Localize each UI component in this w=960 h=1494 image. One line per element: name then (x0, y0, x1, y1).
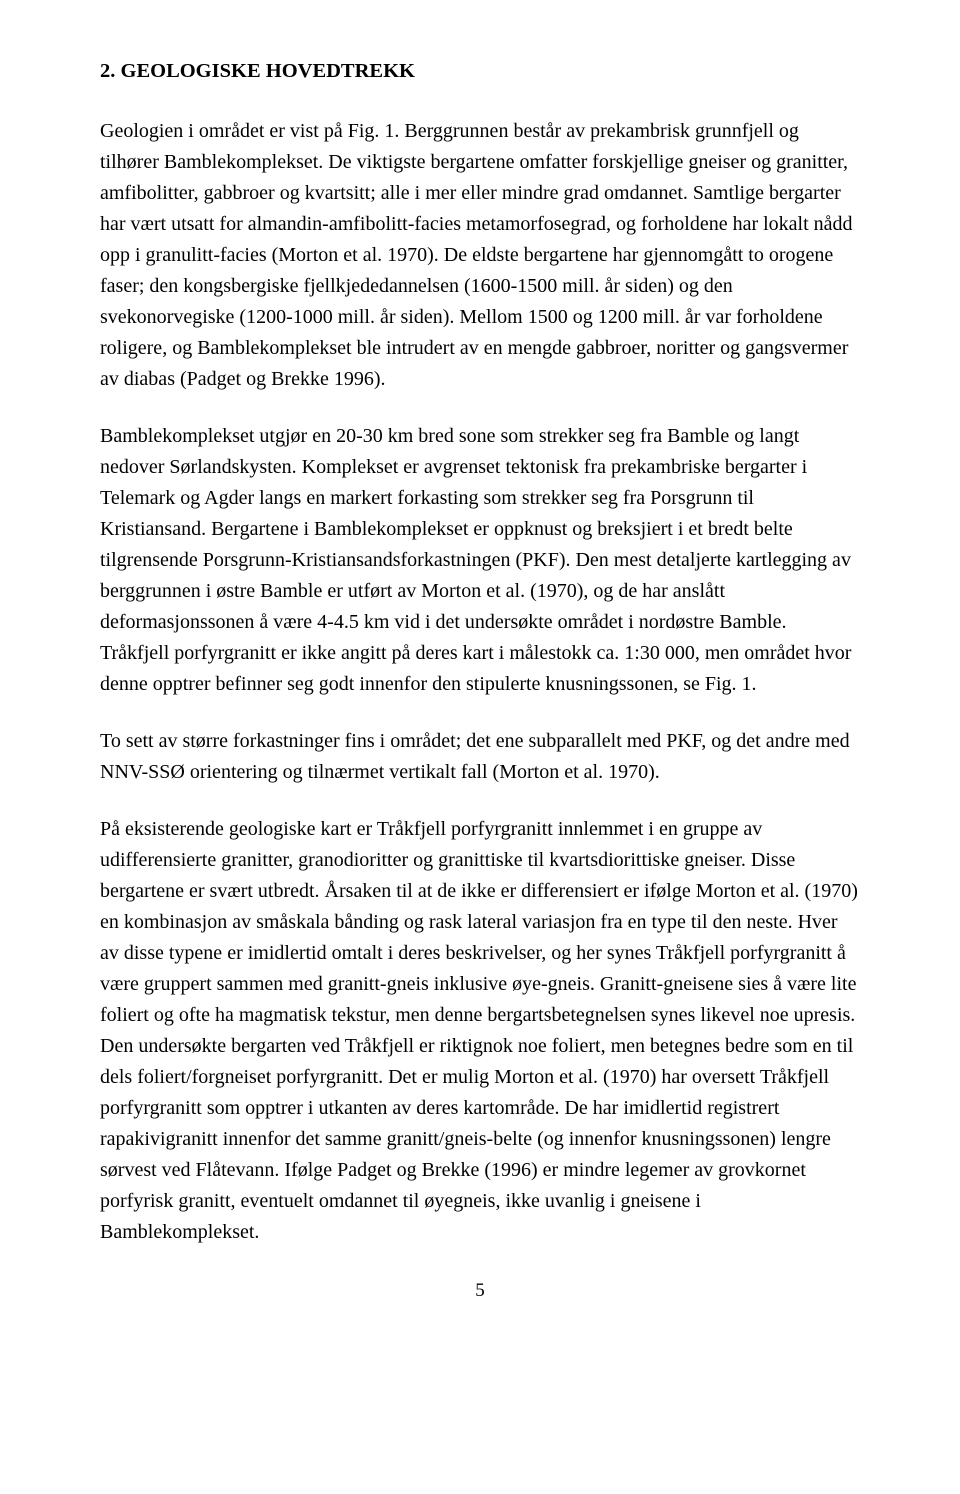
paragraph: Geologien i området er vist på Fig. 1. B… (100, 116, 860, 395)
paragraph: Bamblekomplekset utgjør en 20-30 km bred… (100, 421, 860, 700)
paragraph: På eksisterende geologiske kart er Tråkf… (100, 814, 860, 1248)
document-page: 2. GEOLOGISKE HOVEDTREKK Geologien i omr… (0, 0, 960, 1345)
section-heading: 2. GEOLOGISKE HOVEDTREKK (100, 56, 860, 88)
page-number: 5 (100, 1276, 860, 1305)
paragraph: To sett av større forkastninger fins i o… (100, 726, 860, 788)
